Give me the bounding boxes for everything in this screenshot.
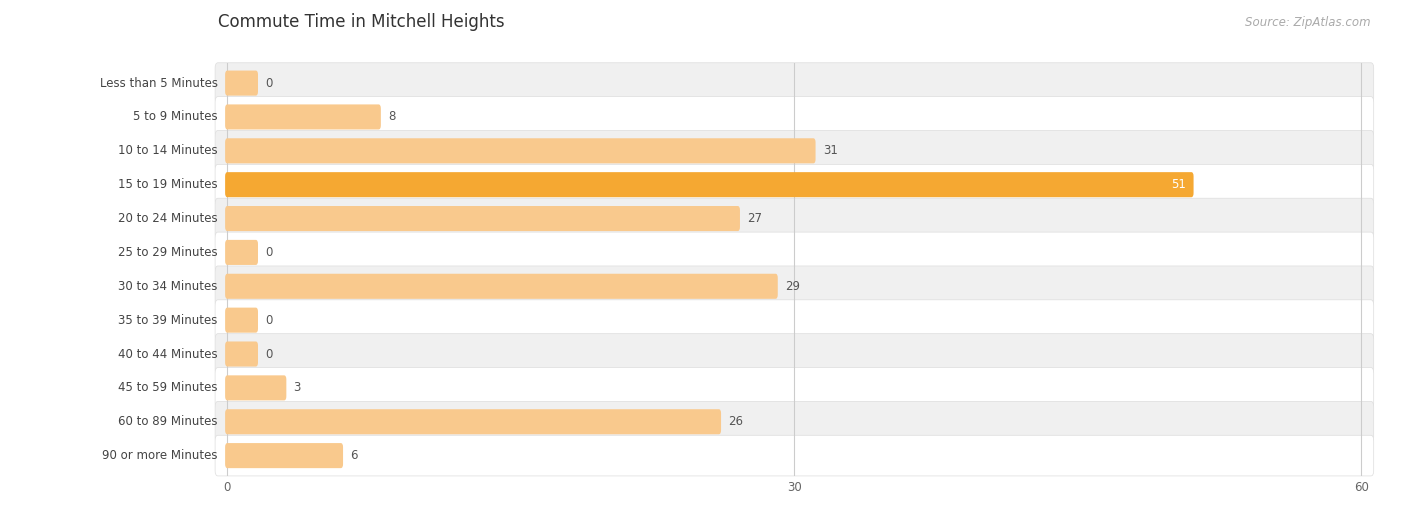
Text: 15 to 19 Minutes: 15 to 19 Minutes [118,178,218,191]
FancyBboxPatch shape [215,435,1374,476]
FancyBboxPatch shape [215,63,1374,104]
Text: 0: 0 [266,347,273,360]
Text: Less than 5 Minutes: Less than 5 Minutes [100,76,218,89]
FancyBboxPatch shape [225,71,257,96]
FancyBboxPatch shape [215,232,1374,272]
Text: 90 or more Minutes: 90 or more Minutes [103,449,218,462]
FancyBboxPatch shape [225,443,343,468]
FancyBboxPatch shape [215,198,1374,239]
FancyBboxPatch shape [215,266,1374,306]
FancyBboxPatch shape [225,342,257,367]
FancyBboxPatch shape [225,172,1194,197]
FancyBboxPatch shape [225,240,257,265]
Text: 27: 27 [747,212,762,225]
FancyBboxPatch shape [225,105,381,130]
FancyBboxPatch shape [215,164,1374,205]
Text: Commute Time in Mitchell Heights: Commute Time in Mitchell Heights [218,14,505,31]
Text: 6: 6 [350,449,357,462]
FancyBboxPatch shape [215,402,1374,442]
Text: 0: 0 [266,246,273,259]
Text: 29: 29 [785,280,800,293]
Text: 31: 31 [823,144,838,157]
Text: 60 to 89 Minutes: 60 to 89 Minutes [118,415,218,428]
Text: 5 to 9 Minutes: 5 to 9 Minutes [134,110,218,123]
FancyBboxPatch shape [225,138,815,163]
FancyBboxPatch shape [215,368,1374,408]
FancyBboxPatch shape [215,300,1374,340]
Text: 8: 8 [388,110,395,123]
Text: 26: 26 [728,415,744,428]
Text: 40 to 44 Minutes: 40 to 44 Minutes [118,347,218,360]
Text: Source: ZipAtlas.com: Source: ZipAtlas.com [1246,16,1371,29]
Text: 25 to 29 Minutes: 25 to 29 Minutes [118,246,218,259]
Text: 0: 0 [266,76,273,89]
FancyBboxPatch shape [225,206,740,231]
FancyBboxPatch shape [225,409,721,434]
FancyBboxPatch shape [215,131,1374,171]
Text: 10 to 14 Minutes: 10 to 14 Minutes [118,144,218,157]
Text: 20 to 24 Minutes: 20 to 24 Minutes [118,212,218,225]
FancyBboxPatch shape [215,334,1374,374]
Text: 45 to 59 Minutes: 45 to 59 Minutes [118,381,218,394]
Text: 35 to 39 Minutes: 35 to 39 Minutes [118,314,218,327]
Text: 30 to 34 Minutes: 30 to 34 Minutes [118,280,218,293]
Text: 3: 3 [294,381,301,394]
FancyBboxPatch shape [225,308,257,333]
FancyBboxPatch shape [215,97,1374,137]
Text: 51: 51 [1171,178,1185,191]
Text: 0: 0 [266,314,273,327]
FancyBboxPatch shape [225,274,778,299]
FancyBboxPatch shape [225,376,287,401]
